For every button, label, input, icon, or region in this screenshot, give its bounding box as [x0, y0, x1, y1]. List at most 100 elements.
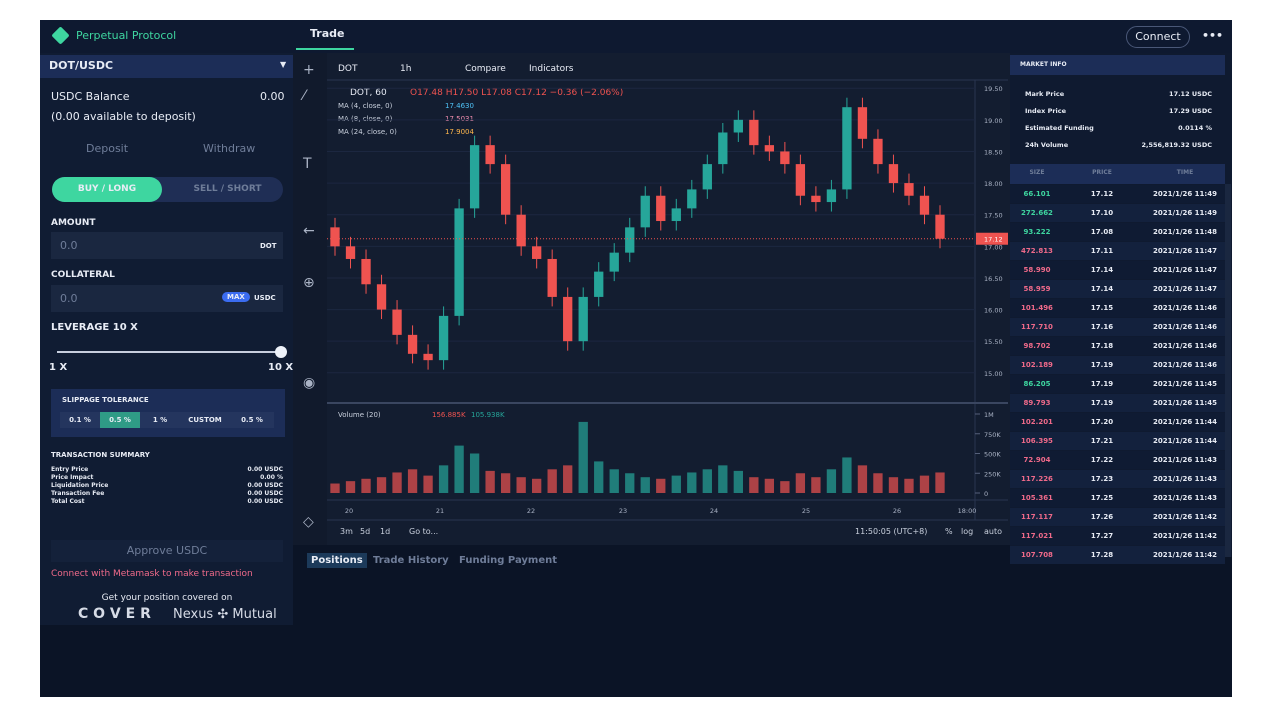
trade-time: 2021/1/26 11:45 — [1153, 399, 1217, 407]
pair[interactable]: DOT/USDC — [49, 59, 114, 72]
scale-option[interactable]: % — [945, 527, 953, 536]
tab-trade-history[interactable]: Trade History — [373, 555, 449, 566]
trade-time: 2021/1/26 11:43 — [1153, 456, 1217, 464]
slippage-option[interactable]: CUSTOM — [188, 416, 222, 424]
collateral-unit: USDC — [254, 294, 276, 302]
scrollbar[interactable] — [1225, 184, 1231, 557]
scale-option[interactable]: log — [961, 527, 973, 536]
trade-price: 17.28 — [1090, 551, 1114, 559]
trade-row — [1010, 489, 1225, 507]
available: (0.00 available to deposit) — [51, 110, 196, 123]
trade-time: 2021/1/26 11:48 — [1153, 228, 1217, 236]
scale-option[interactable]: auto — [984, 527, 1002, 536]
brand[interactable]: Perpetual Protocol — [76, 29, 177, 42]
tool-icon[interactable]: T — [302, 156, 312, 172]
symbol[interactable]: DOT — [338, 64, 358, 74]
volume-bar — [361, 478, 371, 493]
candle-body — [749, 119, 759, 146]
slippage-custom-value[interactable]: 0.5 % — [241, 416, 263, 424]
max-button[interactable]: MAX — [222, 292, 250, 302]
tool-icon[interactable]: ◉ — [303, 375, 315, 391]
top-bar — [40, 20, 1232, 53]
compare-button[interactable]: Compare — [465, 64, 506, 74]
trade-time: 2021/1/26 11:46 — [1153, 342, 1217, 350]
y-tick-label: 16.50 — [984, 275, 1003, 283]
trade-time: 2021/1/26 11:44 — [1153, 418, 1217, 426]
leverage-thumb[interactable] — [275, 346, 287, 358]
trade-time: 2021/1/26 11:46 — [1153, 361, 1217, 369]
interval[interactable]: 1h — [400, 64, 411, 74]
candle-body — [376, 284, 387, 310]
candle-body — [904, 183, 914, 196]
goto-button[interactable]: Go to... — [409, 527, 438, 536]
y-tick-label: 16.00 — [984, 307, 1003, 315]
candle-body — [718, 132, 728, 165]
slippage-option[interactable]: 0.5 % — [100, 412, 140, 428]
trade-price: 17.20 — [1090, 418, 1114, 426]
trade-time: 2021/1/26 11:42 — [1153, 532, 1217, 540]
tool-icon[interactable]: ← — [303, 223, 315, 239]
volume-bar — [780, 481, 790, 493]
buy-button[interactable]: BUY / LONG — [52, 177, 162, 202]
range-button[interactable]: 1d — [380, 527, 390, 536]
summary-label: Total Cost — [51, 498, 85, 505]
pair-selector[interactable] — [40, 55, 293, 78]
market-title: MARKET INFO — [1020, 61, 1067, 68]
range-button[interactable]: 5d — [360, 527, 370, 536]
volume-bar — [485, 470, 495, 493]
more-menu[interactable]: ••• — [1202, 29, 1224, 42]
volume-bar — [888, 477, 899, 493]
trade-size: 107.708 — [1021, 551, 1053, 559]
y-tick-label: 17.00 — [984, 243, 1003, 251]
stat-value: 0.0114 % — [1178, 124, 1212, 132]
trade-size: 58.990 — [1023, 266, 1051, 274]
cover-logo[interactable]: C O V E R — [78, 606, 151, 622]
x-tick-label: 25 — [802, 507, 810, 515]
range-button[interactable]: 3m — [340, 527, 353, 536]
trade-size: 86.205 — [1023, 380, 1051, 388]
candle-body — [811, 195, 821, 203]
approve-button-bg — [51, 540, 283, 562]
trade-size: 272.662 — [1021, 209, 1053, 217]
trade-row — [1010, 451, 1225, 469]
nexus-logo[interactable]: Nexus ✣ Mutual — [173, 607, 277, 622]
indicators-button[interactable]: Indicators — [529, 64, 574, 74]
trade-price: 17.08 — [1090, 228, 1114, 236]
trade-time: 2021/1/26 11:46 — [1153, 323, 1217, 331]
deposit-button[interactable]: Deposit — [86, 142, 129, 155]
candle-body — [687, 189, 697, 209]
withdraw-button[interactable]: Withdraw — [203, 142, 256, 155]
summary-value: 0.00 % — [260, 474, 283, 481]
candle-body — [857, 107, 868, 139]
slippage-option[interactable]: 0.1 % — [69, 416, 91, 424]
tab-underline — [296, 48, 354, 50]
trade-row — [1010, 337, 1225, 355]
approve-button[interactable]: Approve USDC — [126, 544, 208, 557]
trade-price: 17.26 — [1090, 513, 1114, 521]
summary-label: Liquidation Price — [51, 482, 109, 489]
summary-label: Price Impact — [51, 474, 94, 481]
volume-bar — [594, 461, 604, 493]
connect-button[interactable]: Connect — [1126, 26, 1190, 48]
sell-button[interactable]: SELL / SHORT — [193, 184, 262, 194]
candle-body — [578, 296, 588, 342]
tool-icon[interactable]: + — [303, 62, 315, 78]
candle-body — [438, 315, 449, 361]
trade-price: 17.19 — [1090, 361, 1114, 369]
tool-icon[interactable]: ⁄ — [300, 88, 308, 104]
amount-value[interactable]: 0.0 — [60, 239, 78, 252]
tool-icon[interactable]: ⊕ — [303, 275, 315, 291]
tab-trade[interactable]: Trade — [310, 27, 345, 40]
volume-bar — [919, 475, 930, 493]
tab-funding-payment[interactable]: Funding Payment — [459, 555, 558, 566]
tab-positions[interactable]: Positions — [307, 553, 367, 568]
summary-value: 0.00 USDC — [247, 498, 283, 505]
collateral-value[interactable]: 0.0 — [60, 292, 78, 305]
cover-note: Get your position covered on — [101, 593, 233, 603]
amount-input[interactable] — [51, 232, 283, 259]
slippage-option[interactable]: 1 % — [152, 416, 168, 424]
leverage-min: 1 X — [49, 362, 68, 373]
candle-body — [795, 164, 806, 196]
tool-icon[interactable]: ◇ — [303, 514, 314, 530]
trade-size: 98.702 — [1023, 342, 1051, 350]
